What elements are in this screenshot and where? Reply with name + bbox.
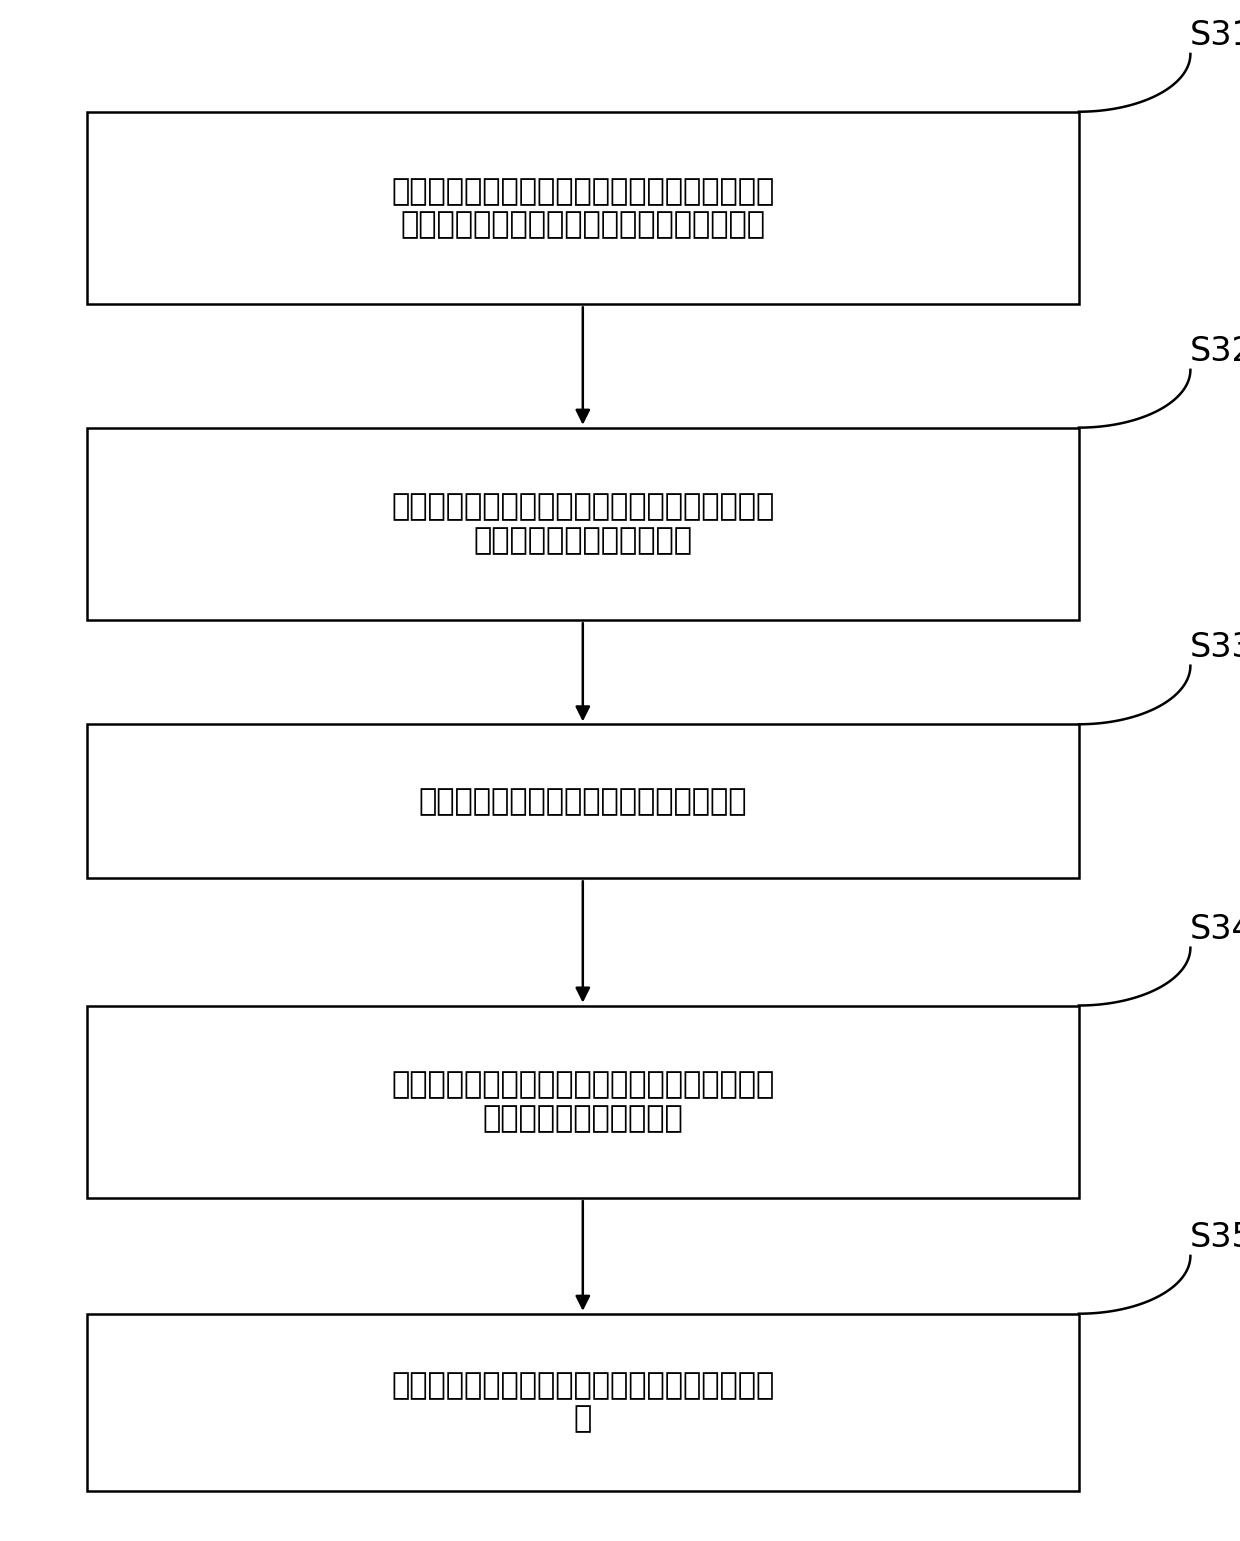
- Text: S35: S35: [1189, 1220, 1240, 1254]
- FancyBboxPatch shape: [87, 724, 1079, 878]
- FancyBboxPatch shape: [87, 428, 1079, 619]
- FancyBboxPatch shape: [87, 1006, 1079, 1199]
- Text: 再根据冲突关系，将非机动车交通流插入至相应
的初始相位得到目标相位: 再根据冲突关系，将非机动车交通流插入至相应 的初始相位得到目标相位: [391, 1071, 775, 1133]
- FancyBboxPatch shape: [87, 1313, 1079, 1492]
- Text: 根据冲突关系，补充候选相位中的元素或利用候
选相位得到新的初始相位组: 根据冲突关系，补充候选相位中的元素或利用候 选相位得到新的初始相位组: [391, 493, 775, 555]
- Text: S33: S33: [1189, 630, 1240, 664]
- Text: S31: S31: [1189, 18, 1240, 52]
- Text: 由目标相位及其相位流量比，生成信号灯相位参
数: 由目标相位及其相位流量比，生成信号灯相位参 数: [391, 1371, 775, 1433]
- Text: 循环执行上述，直至遍历全部流量比数据: 循环执行上述，直至遍历全部流量比数据: [419, 787, 746, 815]
- Text: S32: S32: [1189, 334, 1240, 368]
- Text: S34: S34: [1189, 912, 1240, 946]
- FancyBboxPatch shape: [87, 112, 1079, 305]
- Text: 基于第一预设流量比取值策略以及流量比数据，
选取相应的机动车交通流作为候选相位的元素: 基于第一预设流量比取值策略以及流量比数据， 选取相应的机动车交通流作为候选相位的…: [391, 177, 775, 239]
